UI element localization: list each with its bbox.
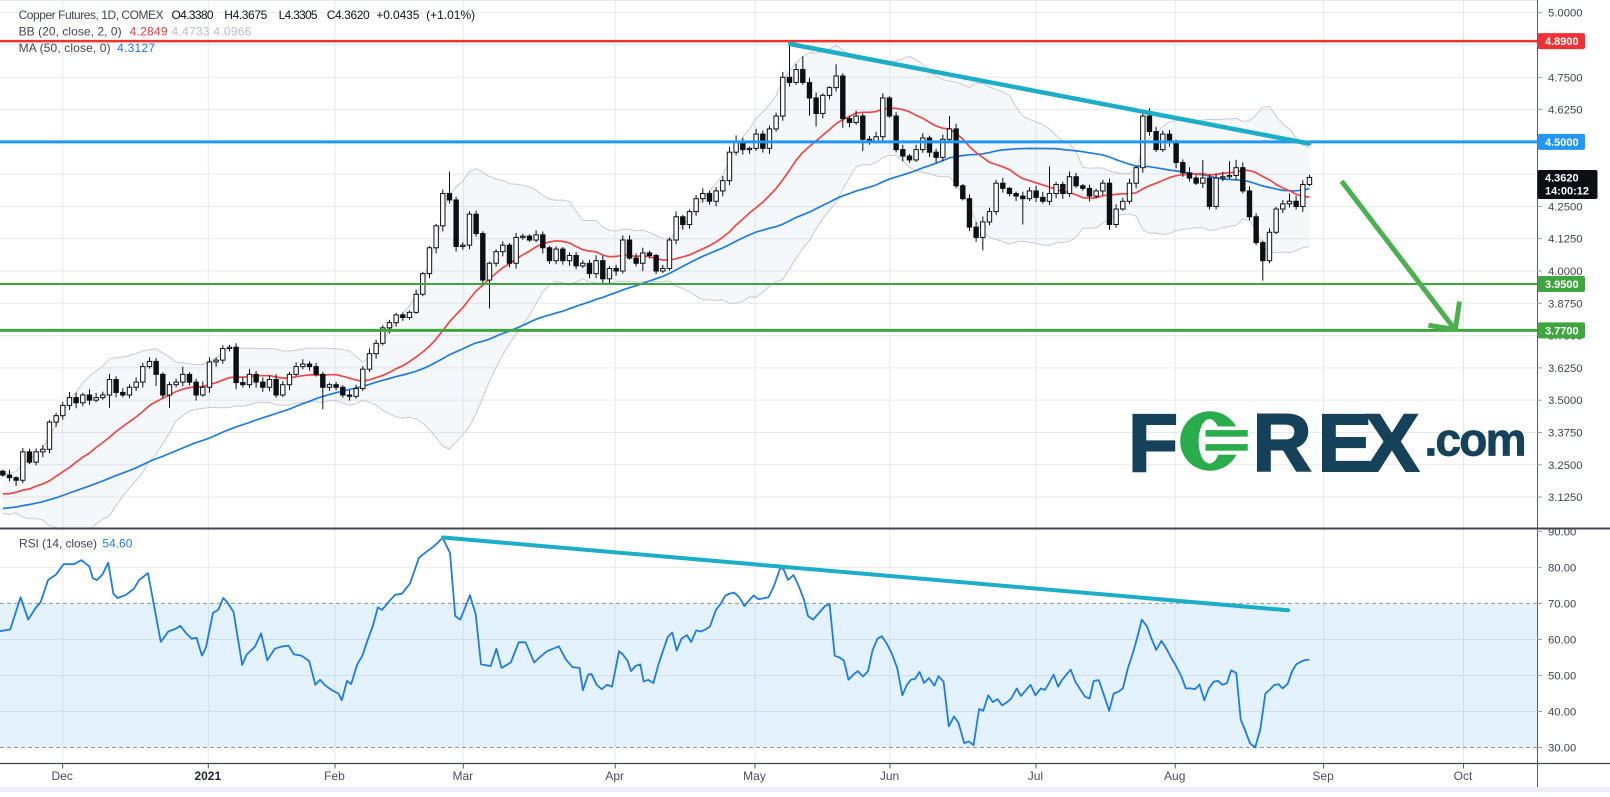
svg-text:40.00: 40.00 bbox=[1548, 706, 1576, 718]
svg-text:4.1250: 4.1250 bbox=[1548, 234, 1583, 246]
svg-text:(+1.01%): (+1.01%) bbox=[426, 8, 475, 22]
svg-text:14:00:12: 14:00:12 bbox=[1545, 186, 1589, 198]
svg-text:4.6250: 4.6250 bbox=[1548, 105, 1583, 117]
svg-text:4.0000: 4.0000 bbox=[1548, 266, 1583, 278]
svg-text:.com: .com bbox=[1425, 413, 1527, 465]
svg-text:H4.3675: H4.3675 bbox=[224, 8, 267, 22]
svg-text:Jun: Jun bbox=[880, 769, 899, 783]
svg-text:80.00: 80.00 bbox=[1548, 562, 1576, 574]
svg-text:May: May bbox=[743, 769, 766, 783]
svg-text:Sep: Sep bbox=[1312, 769, 1334, 783]
svg-text:+0.0435: +0.0435 bbox=[376, 8, 419, 22]
svg-text:3.9500: 3.9500 bbox=[1545, 279, 1579, 291]
svg-text:C4.3620: C4.3620 bbox=[327, 8, 370, 22]
svg-text:Copper Futures, 1D, COMEX: Copper Futures, 1D, COMEX bbox=[19, 8, 164, 22]
svg-text:E: E bbox=[1318, 398, 1373, 489]
svg-text:3.8750: 3.8750 bbox=[1548, 298, 1583, 310]
svg-text:4.3127: 4.3127 bbox=[117, 41, 155, 55]
svg-text:RSI (14, close): RSI (14, close) bbox=[19, 537, 97, 551]
svg-text:4.0966: 4.0966 bbox=[213, 24, 251, 38]
svg-text:BB (20, close, 2, 0): BB (20, close, 2, 0) bbox=[19, 24, 122, 38]
svg-text:5.0000: 5.0000 bbox=[1548, 8, 1583, 20]
svg-text:O4.3380: O4.3380 bbox=[172, 8, 214, 22]
svg-text:54.60: 54.60 bbox=[102, 537, 132, 551]
svg-text:70.00: 70.00 bbox=[1548, 598, 1576, 610]
svg-text:4.3620: 4.3620 bbox=[1545, 173, 1579, 185]
svg-text:Mar: Mar bbox=[452, 769, 473, 783]
svg-text:90.00: 90.00 bbox=[1548, 526, 1576, 538]
svg-text:50.00: 50.00 bbox=[1548, 670, 1576, 682]
svg-text:Apr: Apr bbox=[605, 769, 624, 783]
svg-text:30.00: 30.00 bbox=[1548, 743, 1576, 755]
svg-text:4.4733: 4.4733 bbox=[172, 24, 210, 38]
svg-text:Feb: Feb bbox=[324, 769, 345, 783]
svg-text:R: R bbox=[1253, 398, 1312, 489]
svg-text:3.6250: 3.6250 bbox=[1548, 363, 1583, 375]
svg-text:X: X bbox=[1365, 398, 1420, 489]
svg-text:3.3750: 3.3750 bbox=[1548, 427, 1583, 439]
svg-text:Oct: Oct bbox=[1454, 769, 1473, 783]
svg-text:3.7700: 3.7700 bbox=[1545, 325, 1579, 337]
svg-text:3.1250: 3.1250 bbox=[1548, 492, 1583, 504]
svg-text:4.2500: 4.2500 bbox=[1548, 201, 1583, 213]
svg-text:4.8900: 4.8900 bbox=[1545, 36, 1579, 48]
svg-text:4.7500: 4.7500 bbox=[1548, 72, 1583, 84]
svg-text:L4.3305: L4.3305 bbox=[279, 8, 318, 22]
svg-text:3.5000: 3.5000 bbox=[1548, 395, 1583, 407]
svg-text:4.2849: 4.2849 bbox=[130, 24, 168, 38]
svg-text:Aug: Aug bbox=[1164, 769, 1185, 783]
svg-text:60.00: 60.00 bbox=[1548, 634, 1576, 646]
svg-text:2021: 2021 bbox=[194, 769, 221, 783]
svg-text:4.5000: 4.5000 bbox=[1545, 137, 1579, 149]
svg-text:F: F bbox=[1128, 398, 1178, 489]
svg-text:Dec: Dec bbox=[52, 769, 73, 783]
svg-text:MA (50, close, 0): MA (50, close, 0) bbox=[19, 41, 111, 55]
svg-text:Jul: Jul bbox=[1028, 769, 1043, 783]
svg-text:3.2500: 3.2500 bbox=[1548, 460, 1583, 472]
